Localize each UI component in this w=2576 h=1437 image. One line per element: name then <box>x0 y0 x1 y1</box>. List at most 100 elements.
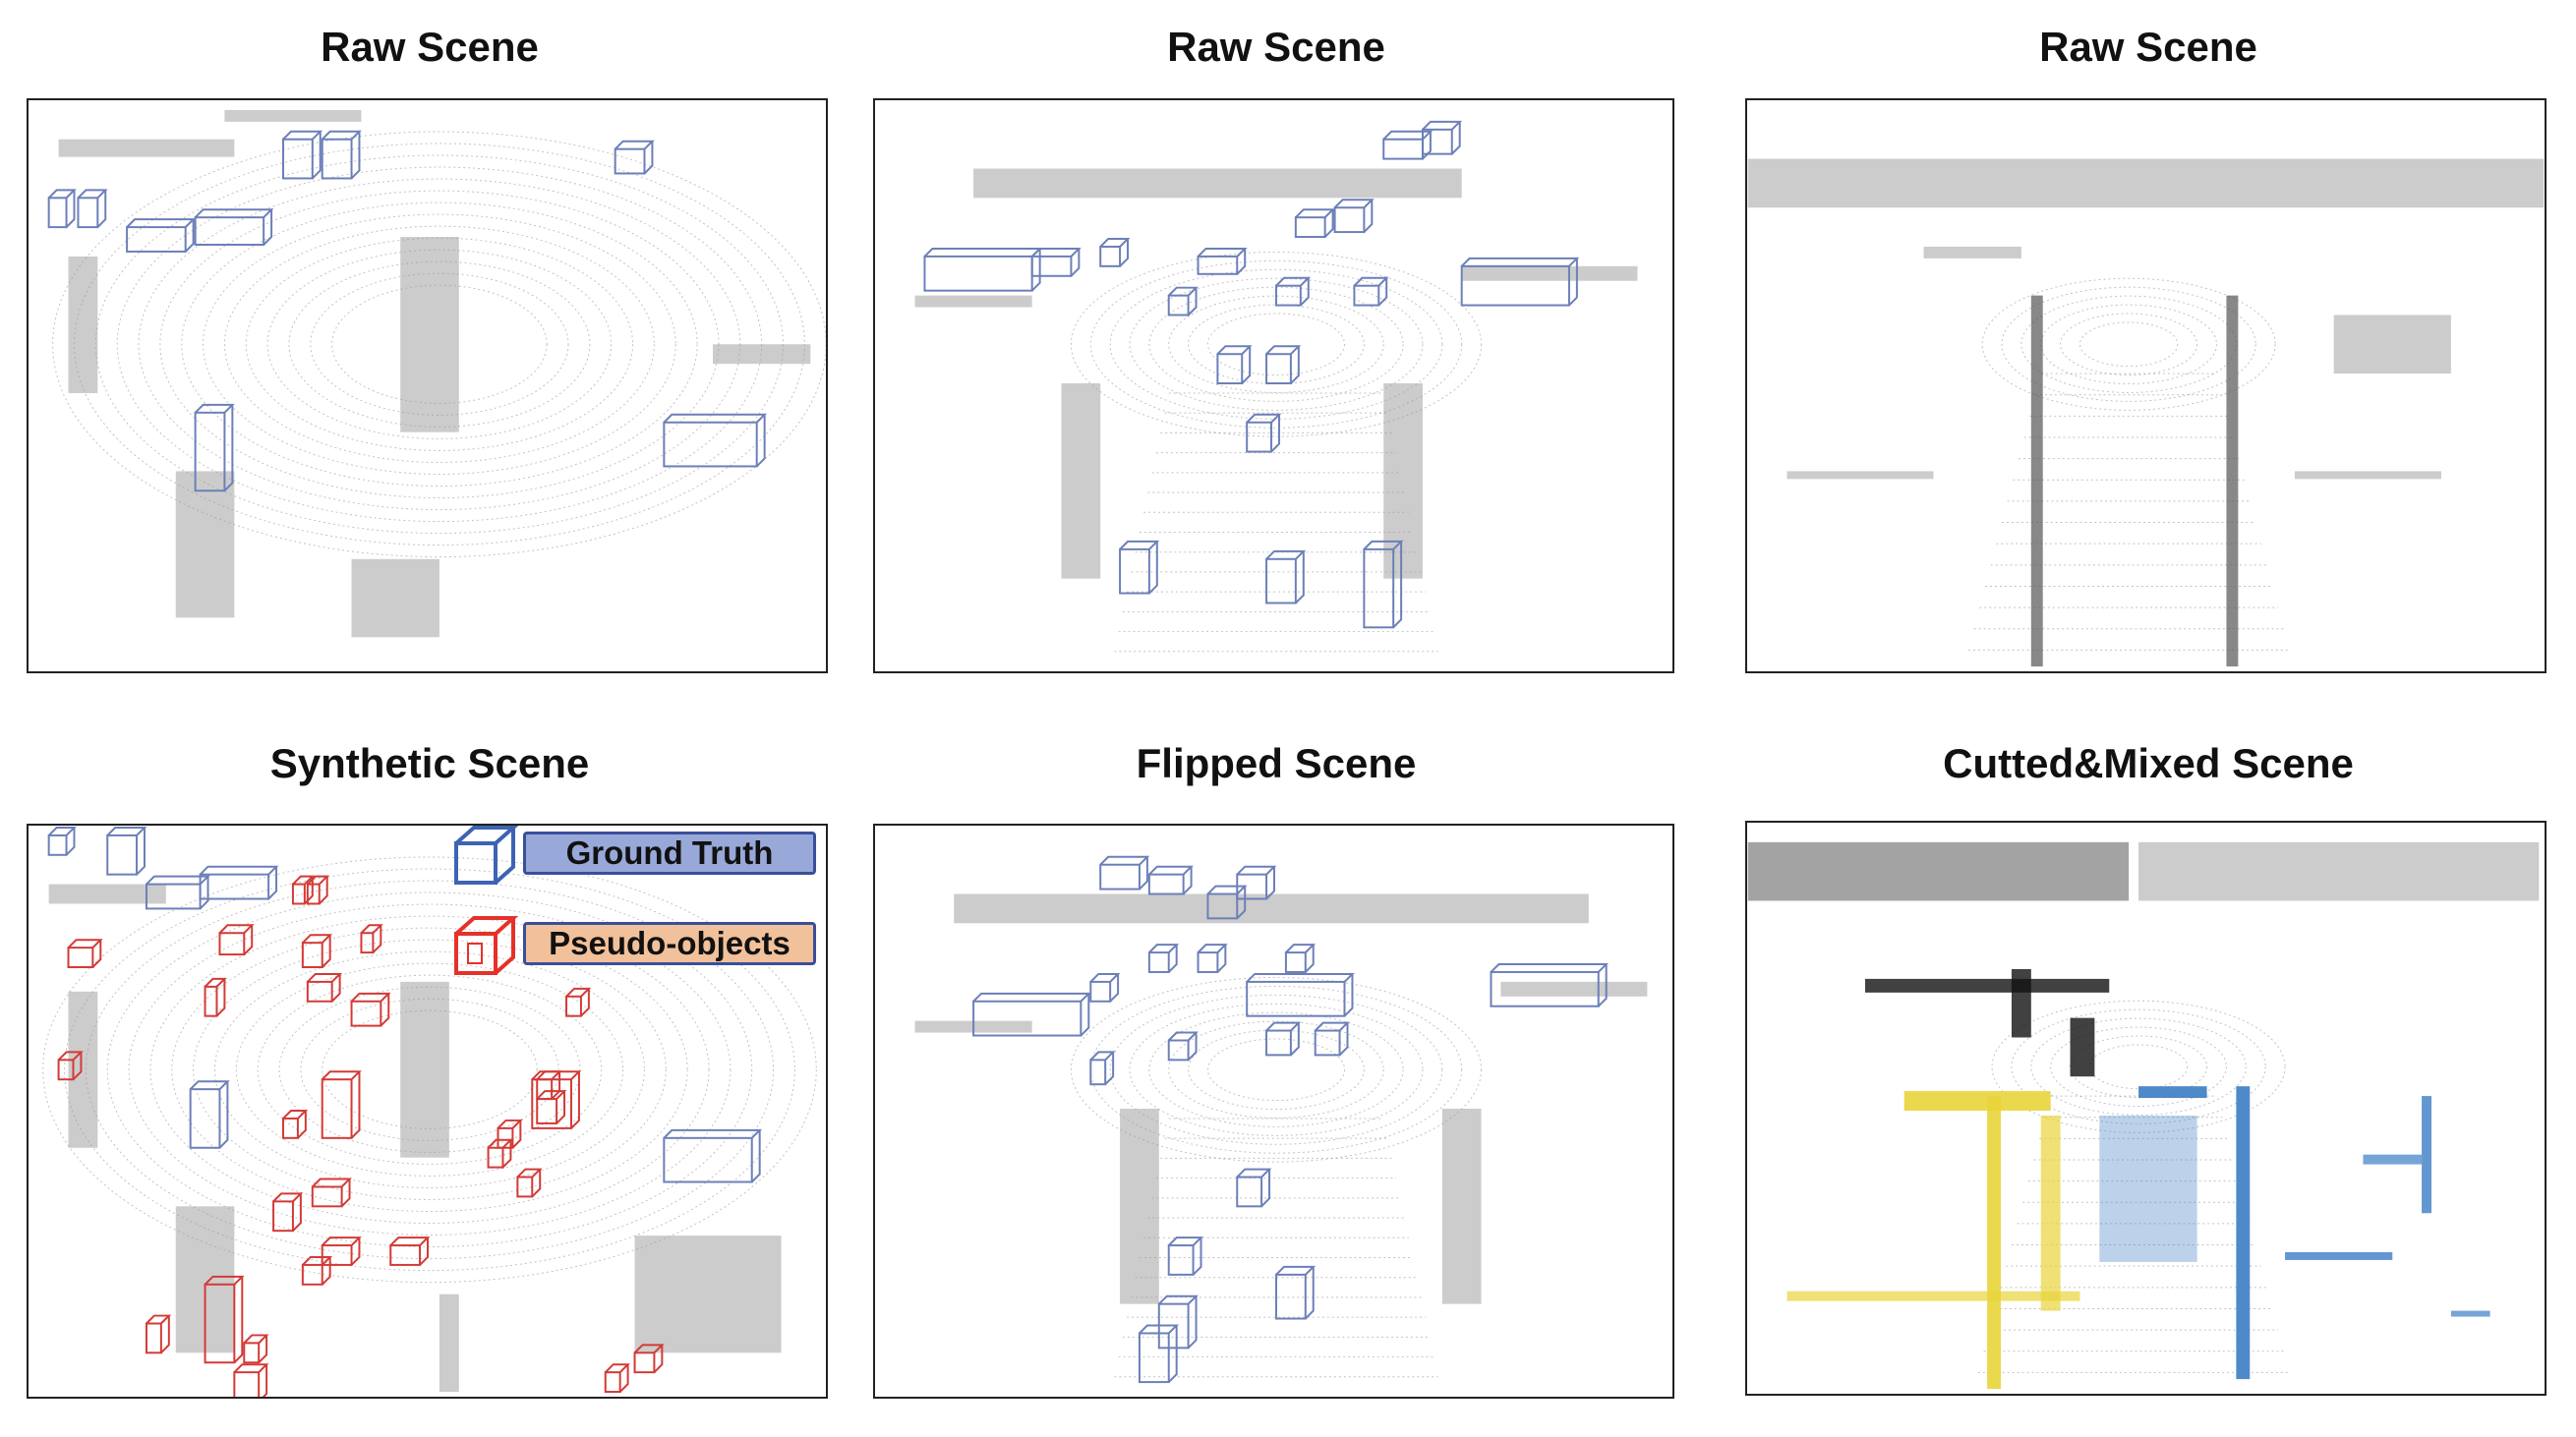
point-cluster <box>1441 1109 1482 1304</box>
gt-box <box>1099 863 1141 891</box>
point-cluster <box>1747 841 2130 901</box>
pseudo-object-box <box>389 1236 431 1266</box>
scan-ring <box>2030 1017 2247 1116</box>
legend-ground-truth: Ground Truth <box>452 826 826 885</box>
gt-box <box>1265 549 1307 604</box>
scan-ring <box>1129 1003 1424 1136</box>
gt-box <box>1236 1168 1272 1208</box>
gt-box <box>1363 547 1395 629</box>
panel-synthetic-scene <box>27 824 828 1399</box>
pseudo-object-box <box>516 1168 543 1198</box>
scan-ring <box>64 868 795 1272</box>
gt-box <box>1138 1332 1170 1384</box>
gt-box <box>1284 951 1307 973</box>
pseudo-object-box <box>633 1351 656 1374</box>
scan-ring <box>171 927 688 1212</box>
point-cluster <box>954 893 1589 924</box>
scan-ring <box>2088 1044 2189 1090</box>
point-cluster <box>2070 1017 2095 1077</box>
point-cluster <box>713 344 811 365</box>
gt-box <box>126 226 187 253</box>
sensor-blind-spot <box>2097 1048 2180 1086</box>
gt-box <box>1382 138 1424 160</box>
legend-pseudo-objects: Pseudo-objects <box>452 916 826 975</box>
pseudo-object-box <box>321 1078 353 1139</box>
point-cluster <box>1864 978 2110 993</box>
red-cube-icon <box>454 916 519 975</box>
pseudo-object-box <box>633 1344 665 1373</box>
scan-ring <box>213 950 645 1188</box>
gt-box <box>923 255 1033 292</box>
pseudo-object-box <box>204 977 227 1017</box>
panel-title-flipped-scene: Flipped Scene <box>1136 740 1417 786</box>
gt-box <box>189 1088 221 1149</box>
point-cluster <box>1786 1291 2080 1301</box>
mixed-segments <box>1786 1086 2490 1390</box>
point-cluster <box>1383 383 1423 579</box>
gt-box <box>1274 284 1302 307</box>
gt-box <box>1285 944 1317 973</box>
pseudo-object-box <box>536 1098 558 1124</box>
gt-box <box>1382 130 1434 160</box>
pseudo-object-box <box>322 1070 362 1139</box>
point-cluster <box>2450 1310 2490 1317</box>
pseudo-object-box <box>301 1263 323 1286</box>
point-cluster <box>1461 265 1638 281</box>
pseudo-object-box <box>531 1078 572 1129</box>
gt-box <box>194 411 226 492</box>
gt-box <box>1168 1236 1203 1276</box>
point-cluster <box>2285 1251 2393 1260</box>
gt-box <box>1099 238 1131 267</box>
gt-box <box>1246 980 1346 1017</box>
pseudo-object-box <box>301 942 323 969</box>
pseudo-object-box <box>360 932 375 954</box>
pseudo-object-box <box>218 924 255 955</box>
point-cluster <box>2236 1086 2251 1380</box>
gt-box <box>1314 1029 1341 1057</box>
pseudo-object-box <box>282 1110 309 1139</box>
point-cloud-raw-2 <box>914 120 1638 653</box>
gt-box <box>1030 247 1082 277</box>
gt-box <box>1148 944 1180 973</box>
sensor-blind-spot <box>1215 1042 1337 1097</box>
gt-box <box>1246 413 1282 453</box>
gt-box <box>1167 294 1190 316</box>
gt-boxes <box>47 826 763 1183</box>
pseudo-object-box <box>291 883 306 905</box>
panel-raw-scene-1 <box>27 98 828 673</box>
gt-box <box>972 992 1091 1037</box>
pseudo-object-box <box>565 995 582 1017</box>
point-cloud-synthetic <box>42 826 817 1397</box>
panel-title-synthetic-scene: Synthetic Scene <box>269 740 590 786</box>
gt-box <box>1236 865 1277 900</box>
scan-ring <box>2050 1026 2227 1108</box>
point-cluster <box>2363 1154 2423 1165</box>
gt-box <box>1030 255 1073 277</box>
panel-cutted-mixed-scene <box>1745 821 2547 1396</box>
pseudo-object-box <box>292 875 316 905</box>
pseudo-object-box <box>204 1283 236 1364</box>
gt-box <box>1265 345 1302 384</box>
gt-box <box>1089 972 1121 1003</box>
gt-box <box>199 865 279 900</box>
scan-rings <box>52 109 826 638</box>
gt-box <box>282 130 323 180</box>
gt-box <box>1275 276 1312 307</box>
point-cluster <box>2040 1115 2061 1311</box>
gt-box <box>663 1128 763 1183</box>
pseudo-object-box <box>311 1185 343 1208</box>
gt-box <box>1363 540 1404 629</box>
pseudo-object-box <box>389 1244 422 1266</box>
point-cluster <box>1747 158 2545 208</box>
gt-box <box>77 189 108 228</box>
gt-boxes <box>923 120 1580 629</box>
gt-box <box>1295 208 1335 238</box>
point-cluster <box>2011 968 2031 1038</box>
gt-box <box>1460 257 1580 307</box>
gt-box <box>1197 255 1239 275</box>
gt-box <box>1099 245 1122 267</box>
scan-ring <box>85 880 775 1260</box>
scan-ring <box>1168 1020 1384 1119</box>
pseudo-object-box <box>487 1138 513 1169</box>
pseudo-object-box <box>233 1363 269 1397</box>
